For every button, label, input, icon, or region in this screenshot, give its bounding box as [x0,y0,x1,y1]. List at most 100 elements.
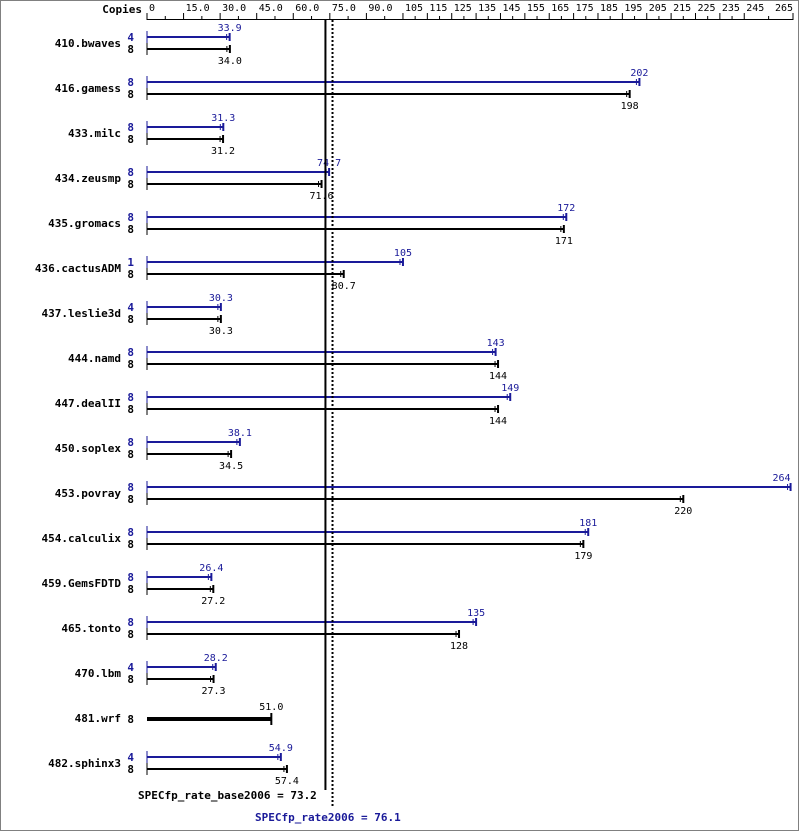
peak-value-label: 74.7 [317,158,341,169]
peak-value-label: 26.4 [199,563,223,574]
base-copies: 8 [127,88,134,101]
benchmark-name: 437.leslie3d [42,307,121,320]
base-copies: 8 [127,538,134,551]
base-value-label: 30.3 [209,326,233,337]
benchmark-row-5: 436.cactusADM 1 105 8 80.7 [35,248,412,292]
base-copies: 8 [127,223,134,236]
axis-tick-label-5: 75.0 [332,3,356,14]
base-copies: 8 [127,403,134,416]
benchmark-row-13: 465.tonto 8 135 8 128 [61,608,485,652]
benchmark-row-7: 444.namd 8 143 8 144 [68,338,507,382]
peak-copies: 8 [127,481,134,494]
peak-copies: 8 [127,211,134,224]
peak-value-label: 143 [487,338,505,349]
base-value-label: 220 [674,506,692,517]
benchmark-name: 481.wrf [75,712,121,725]
base-copies: 8 [127,358,134,371]
base-copies: 8 [127,178,134,191]
axis-tick-label-19: 225 [697,3,715,14]
benchmark-name: 434.zeusmp [55,172,122,185]
base-copies: 8 [127,268,134,281]
axis-tick-label-7: 105 [405,3,423,14]
peak-copies: 4 [127,31,134,44]
peak-copies: 8 [127,616,134,629]
benchmark-row-0: 410.bwaves 4 33.9 8 34.0 [55,23,242,67]
benchmark-name: 436.cactusADM [35,262,121,275]
base-value-label: 144 [489,371,507,382]
axis-tick-label-22: 265 [775,3,793,14]
axis-tick-label-10: 135 [478,3,496,14]
base-copies: 8 [127,583,134,596]
axis-tick-label-15: 185 [600,3,618,14]
base-copies: 8 [127,133,134,146]
base-copies: 8 [127,763,134,776]
benchmark-row-2: 433.milc 8 31.3 8 31.2 [68,113,235,157]
base-copies: 8 [127,43,134,56]
benchmark-name: 416.gamess [55,82,121,95]
benchmark-name: 459.GemsFDTD [42,577,122,590]
peak-value-label: 33.9 [218,23,242,34]
benchmark-name: 454.calculix [42,532,122,545]
benchmark-name: 410.bwaves [55,37,121,50]
benchmark-row-6: 437.leslie3d 4 30.3 8 30.3 [42,293,233,337]
peak-value-label: 202 [630,68,648,79]
benchmark-row-12: 459.GemsFDTD 8 26.4 8 27.2 [42,563,226,607]
axis-tick-label-11: 145 [502,3,520,14]
axis-tick-label-3: 45.0 [259,3,283,14]
base-copies: 8 [127,713,134,726]
axis-tick-label-18: 215 [673,3,691,14]
benchmark-row-16: 482.sphinx3 4 54.9 8 57.4 [48,743,299,787]
benchmark-name: 465.tonto [61,622,121,635]
axis-tick-label-16: 195 [624,3,642,14]
peak-copies: 8 [127,436,134,449]
base-value-label: 80.7 [332,281,356,292]
base-value-label: 31.2 [211,146,235,157]
base-copies: 8 [127,628,134,641]
peak-copies: 8 [127,526,134,539]
benchmark-row-1: 416.gamess 8 202 8 198 [55,68,649,112]
benchmark-name: 450.soplex [55,442,122,455]
axis-tick-label-20: 235 [722,3,740,14]
benchmark-row-11: 454.calculix 8 181 8 179 [42,518,598,562]
axis-tick-label-1: 15.0 [186,3,210,14]
base-value-label: 57.4 [275,776,299,787]
base-value-label: 171 [555,236,573,247]
base-value-label: 34.5 [219,461,243,472]
benchmark-row-10: 453.povray 8 264 8 220 [55,473,792,517]
benchmark-name: 444.namd [68,352,121,365]
peak-value-label: 149 [501,383,519,394]
peak-value-label: 135 [467,608,485,619]
axis-tick-label-4: 60.0 [295,3,319,14]
benchmark-row-4: 435.gromacs 8 172 8 171 [48,203,575,247]
peak-value-label: 172 [557,203,575,214]
peak-copies: 1 [127,256,134,269]
benchmark-name: 470.lbm [75,667,122,680]
peak-value-label: 30.3 [209,293,233,304]
peak-copies: 8 [127,571,134,584]
benchmark-name: 435.gromacs [48,217,121,230]
base-copies: 8 [127,448,134,461]
peak-copies: 8 [127,166,134,179]
axis-tick-label-8: 115 [429,3,447,14]
peak-copies: 4 [127,661,134,674]
peak-copies: 8 [127,76,134,89]
axis-tick-label-12: 155 [527,3,545,14]
peak-value-label: 105 [394,248,412,259]
peak-copies: 8 [127,346,134,359]
base-copies: 8 [127,493,134,506]
peak-copies: 4 [127,301,134,314]
peak-copies: 4 [127,751,134,764]
benchmark-row-14: 470.lbm 4 28.2 8 27.3 [75,653,228,697]
peak-reference-label: SPECfp_rate2006 = 76.1 [255,811,401,824]
base-copies: 8 [127,673,134,686]
base-value-label: 198 [621,101,639,112]
axis-tick-label-17: 205 [649,3,667,14]
peak-copies: 8 [127,121,134,134]
base-value-label: 144 [489,416,507,427]
peak-value-label: 264 [772,473,790,484]
base-value-label: 128 [450,641,468,652]
base-value-label: 27.2 [201,596,225,607]
